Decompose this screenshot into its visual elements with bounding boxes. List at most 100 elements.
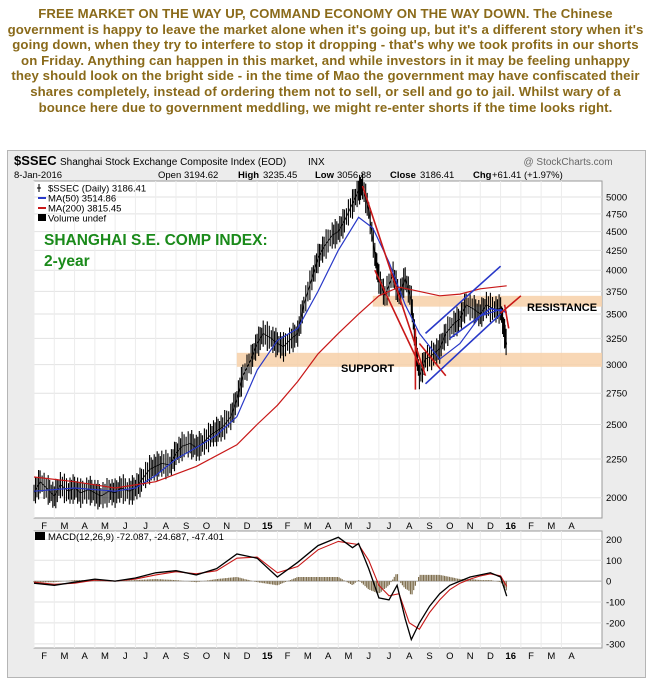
legend-label: MA(50) 3514.86 [48, 194, 116, 205]
price-y-axis: 2000 2250 2500 2750 3000 3250 3500 3750 4000 4250… [606, 193, 627, 505]
ohlc-high-label: High [238, 170, 259, 181]
price-lines [33, 173, 522, 510]
macd-y-tick-label: -100 [606, 598, 625, 609]
macd-x-tick-label: 16 [505, 651, 516, 662]
macd-y-tick-label: -200 [606, 618, 625, 629]
ohlc-close-label: Close [390, 170, 416, 181]
price-x-tick-label: 15 [262, 521, 273, 532]
macd-x-tick-label: F [528, 651, 534, 662]
price-y-tick-label: 3500 [606, 310, 627, 321]
price-x-tick-label: M [101, 521, 109, 532]
price-y-tick-label: 3250 [606, 334, 627, 345]
price-x-tick-label: J [366, 521, 371, 532]
macd-x-tick-label: J [366, 651, 371, 662]
ohlc-chg: +61.41 (+1.97%) [492, 170, 563, 181]
macd-y-axis: -300 -200 -100 0 100 200 [606, 535, 625, 650]
price-x-tick-label: J [387, 521, 392, 532]
price-panel: 2000 2250 2500 2750 3000 3250 3500 3750 4000 4250… [33, 173, 627, 532]
ohlc-high: 3235.45 [263, 170, 297, 181]
annotation-support: SUPPORT [341, 363, 394, 375]
chart-index-name: Shanghai Stock Exchange Composite Index … [60, 157, 286, 168]
macd-x-tick-label: F [285, 651, 291, 662]
macd-x-tick-label: S [183, 651, 189, 662]
chart-symbol: $SSEC [14, 153, 57, 168]
macd-x-tick-label: N [223, 651, 230, 662]
ohlc-close: 3186.41 [420, 170, 454, 181]
trendline [374, 269, 421, 365]
macd-x-tick-label: M [344, 651, 352, 662]
price-x-tick-label: F [41, 521, 47, 532]
macd-line [33, 536, 508, 642]
macd-x-tick-label: S [426, 651, 432, 662]
price-y-tick-label: 3000 [606, 360, 627, 371]
price-x-tick-label: F [528, 521, 534, 532]
price-x-tick-label: A [568, 521, 575, 532]
macd-grid [33, 531, 602, 648]
price-x-tick-label: A [82, 521, 89, 532]
legend-swatch [38, 214, 46, 221]
price-y-tick-label: 4500 [606, 227, 627, 238]
price-x-tick-label: M [547, 521, 555, 532]
price-y-tick-label: 3750 [606, 287, 627, 298]
price-x-tick-label: F [285, 521, 291, 532]
chart-exchange: INX [308, 157, 325, 168]
macd-x-tick-label: M [60, 651, 68, 662]
price-x-tick-label: N [223, 521, 230, 532]
price-x-tick-label: M [304, 521, 312, 532]
commentary-text: FREE MARKET ON THE WAY UP, COMMAND ECONO… [7, 6, 644, 115]
macd-lines [33, 536, 508, 642]
price-x-tick-label: M [60, 521, 68, 532]
price-x-tick-label: A [325, 521, 332, 532]
legend-swatch [37, 184, 41, 192]
price-y-tick-label: 2500 [606, 420, 627, 431]
price-y-tick-label: 2250 [606, 455, 627, 466]
macd-x-tick-label: M [547, 651, 555, 662]
ohlc-open-label: Open [158, 170, 181, 181]
macd-signal-line [33, 540, 508, 630]
chart-frame: $SSEC Shanghai Stock Exchange Composite … [7, 150, 646, 678]
ohlc-open: 3194.62 [184, 170, 218, 181]
trendline [424, 265, 502, 334]
macd-y-tick-label: 100 [606, 556, 622, 567]
macd-x-tick-label: J [387, 651, 392, 662]
trendline [500, 295, 522, 314]
price-y-tick-label: 5000 [606, 193, 627, 204]
price-y-tick-label: 2000 [606, 493, 627, 504]
price-x-tick-label: J [143, 521, 148, 532]
price-y-tick-label: 4000 [606, 266, 627, 277]
ohlc-low: 3056.88 [337, 170, 371, 181]
price-x-tick-label: A [163, 521, 170, 532]
ma50-line [33, 216, 507, 492]
chart-svg: $SSEC Shanghai Stock Exchange Composite … [14, 153, 627, 662]
price-x-tick-label: D [487, 521, 494, 532]
price-x-tick-label: O [446, 521, 453, 532]
macd-x-tick-label: 15 [262, 651, 273, 662]
price-x-tick-label: A [406, 521, 413, 532]
macd-x-tick-label: O [203, 651, 210, 662]
legend-label: MA(200) 3815.45 [48, 204, 121, 215]
macd-x-tick-label: A [406, 651, 413, 662]
trendline [503, 304, 510, 329]
brand-logo: @ StockCharts.com [523, 157, 612, 168]
macd-y-tick-label: 200 [606, 535, 622, 546]
macd-x-tick-label: N [467, 651, 474, 662]
zone-resistance [372, 295, 602, 307]
macd-label: MACD(12,26,9) -72.087, -24.687, -47.401 [48, 532, 224, 543]
price-x-tick-label: O [203, 521, 210, 532]
macd-panel: -300 -200 -100 0 100 200 F M A M J J A S O N D 15 F M A M J J A… [33, 530, 625, 662]
macd-x-tick-label: A [325, 651, 332, 662]
macd-x-axis: F M A M J J A S O N D 15 F M A M J J A S O N D 16 F M A [41, 651, 575, 662]
trendline [424, 313, 502, 385]
trendline [418, 342, 447, 377]
price-y-tick-label: 2750 [606, 389, 627, 400]
macd-x-tick-label: F [41, 651, 47, 662]
price-x-axis: F M A M J J A S O N D 15 F M A M J J A S O N D 16 F M A [41, 521, 575, 532]
macd-y-tick-label: 0 [606, 577, 611, 588]
price-x-tick-label: S [426, 521, 432, 532]
price-x-tick-label: D [244, 521, 251, 532]
macd-x-tick-label: A [163, 651, 170, 662]
macd-x-tick-label: D [487, 651, 494, 662]
price-line [33, 185, 508, 497]
macd-x-tick-label: J [143, 651, 148, 662]
